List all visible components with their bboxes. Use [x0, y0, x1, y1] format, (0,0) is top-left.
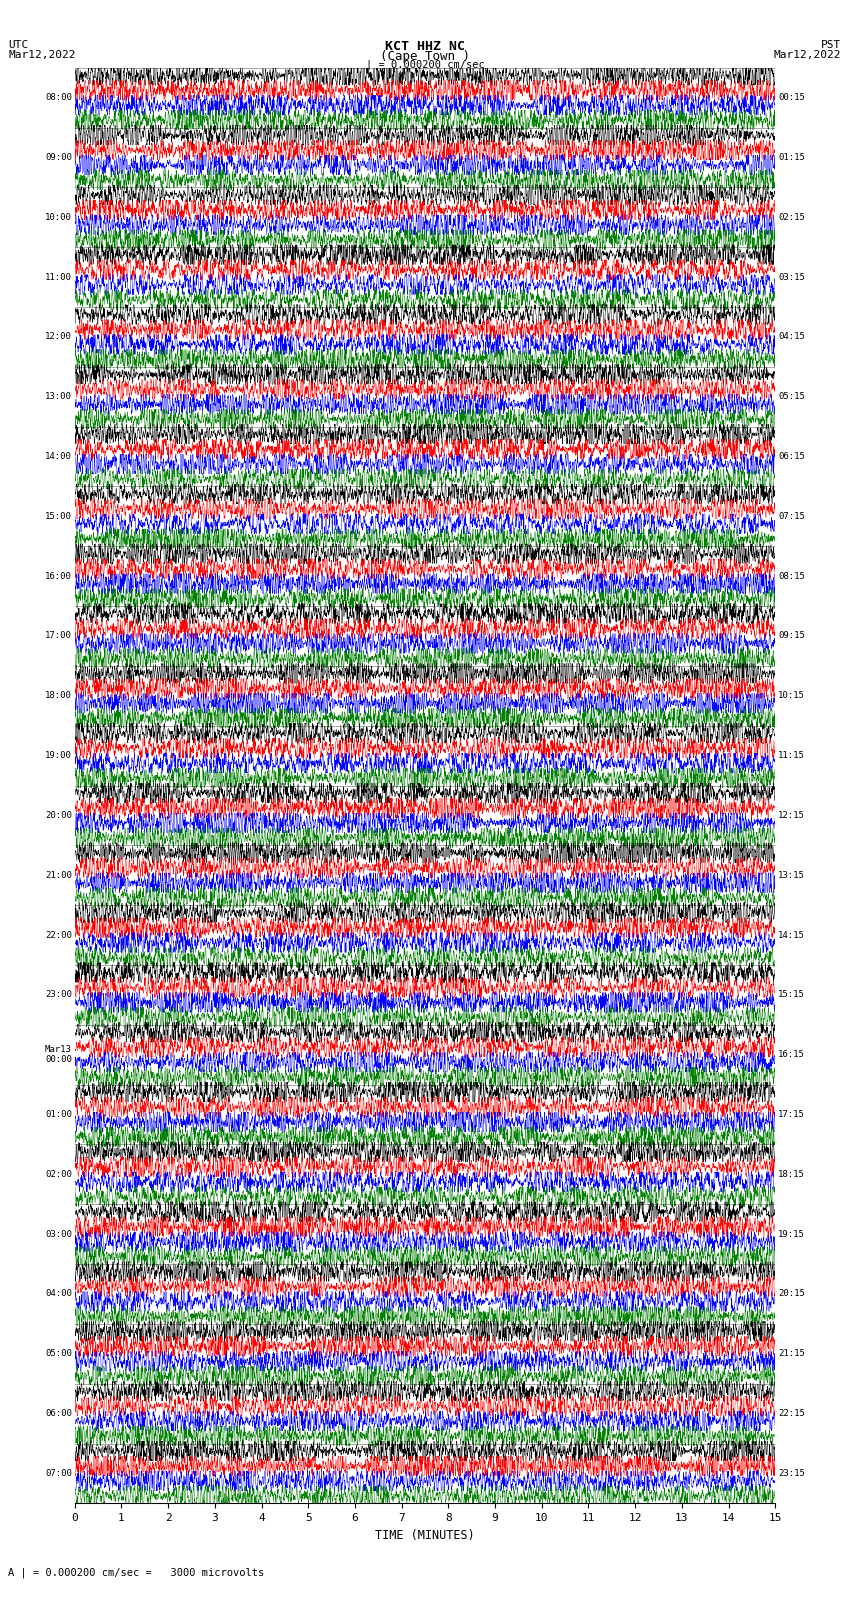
- Text: PST: PST: [821, 39, 842, 50]
- Text: 14:00: 14:00: [45, 452, 72, 461]
- Text: 16:15: 16:15: [778, 1050, 805, 1060]
- Text: 11:15: 11:15: [778, 752, 805, 760]
- Text: 09:15: 09:15: [778, 632, 805, 640]
- Text: 15:00: 15:00: [45, 511, 72, 521]
- Text: 20:00: 20:00: [45, 811, 72, 819]
- Text: 19:15: 19:15: [778, 1229, 805, 1239]
- Text: 01:15: 01:15: [778, 153, 805, 161]
- Text: KCT HHZ NC: KCT HHZ NC: [385, 39, 465, 53]
- Text: 19:00: 19:00: [45, 752, 72, 760]
- Text: 04:00: 04:00: [45, 1289, 72, 1298]
- Text: 09:00: 09:00: [45, 153, 72, 161]
- Text: (Cape Town ): (Cape Town ): [380, 50, 470, 63]
- Text: 07:00: 07:00: [45, 1469, 72, 1478]
- Text: 13:00: 13:00: [45, 392, 72, 402]
- Text: 17:00: 17:00: [45, 632, 72, 640]
- Text: 10:15: 10:15: [778, 692, 805, 700]
- Text: UTC: UTC: [8, 39, 29, 50]
- Text: Mar12,2022: Mar12,2022: [8, 50, 76, 60]
- Text: 00:15: 00:15: [778, 94, 805, 102]
- Text: 08:00: 08:00: [45, 94, 72, 102]
- Text: 04:15: 04:15: [778, 332, 805, 342]
- Text: 21:15: 21:15: [778, 1350, 805, 1358]
- Text: 18:00: 18:00: [45, 692, 72, 700]
- Text: 01:00: 01:00: [45, 1110, 72, 1119]
- Text: 07:15: 07:15: [778, 511, 805, 521]
- Text: 05:15: 05:15: [778, 392, 805, 402]
- X-axis label: TIME (MINUTES): TIME (MINUTES): [375, 1529, 475, 1542]
- Text: 03:15: 03:15: [778, 273, 805, 282]
- Text: 05:00: 05:00: [45, 1350, 72, 1358]
- Text: Mar12,2022: Mar12,2022: [774, 50, 842, 60]
- Text: 21:00: 21:00: [45, 871, 72, 879]
- Text: 14:15: 14:15: [778, 931, 805, 939]
- Text: 17:15: 17:15: [778, 1110, 805, 1119]
- Text: 22:00: 22:00: [45, 931, 72, 939]
- Text: 20:15: 20:15: [778, 1289, 805, 1298]
- Text: 08:15: 08:15: [778, 571, 805, 581]
- Text: 23:15: 23:15: [778, 1469, 805, 1478]
- Text: A | = 0.000200 cm/sec =   3000 microvolts: A | = 0.000200 cm/sec = 3000 microvolts: [8, 1568, 264, 1579]
- Text: 10:00: 10:00: [45, 213, 72, 221]
- Text: 13:15: 13:15: [778, 871, 805, 879]
- Text: | = 0.000200 cm/sec: | = 0.000200 cm/sec: [366, 60, 484, 71]
- Text: 06:00: 06:00: [45, 1410, 72, 1418]
- Text: 03:00: 03:00: [45, 1229, 72, 1239]
- Text: 12:15: 12:15: [778, 811, 805, 819]
- Text: 16:00: 16:00: [45, 571, 72, 581]
- Text: 15:15: 15:15: [778, 990, 805, 1000]
- Text: 12:00: 12:00: [45, 332, 72, 342]
- Text: 02:00: 02:00: [45, 1169, 72, 1179]
- Text: 06:15: 06:15: [778, 452, 805, 461]
- Text: 18:15: 18:15: [778, 1169, 805, 1179]
- Text: 22:15: 22:15: [778, 1410, 805, 1418]
- Text: 02:15: 02:15: [778, 213, 805, 221]
- Text: Mar13
00:00: Mar13 00:00: [45, 1045, 72, 1065]
- Text: 11:00: 11:00: [45, 273, 72, 282]
- Text: 23:00: 23:00: [45, 990, 72, 1000]
